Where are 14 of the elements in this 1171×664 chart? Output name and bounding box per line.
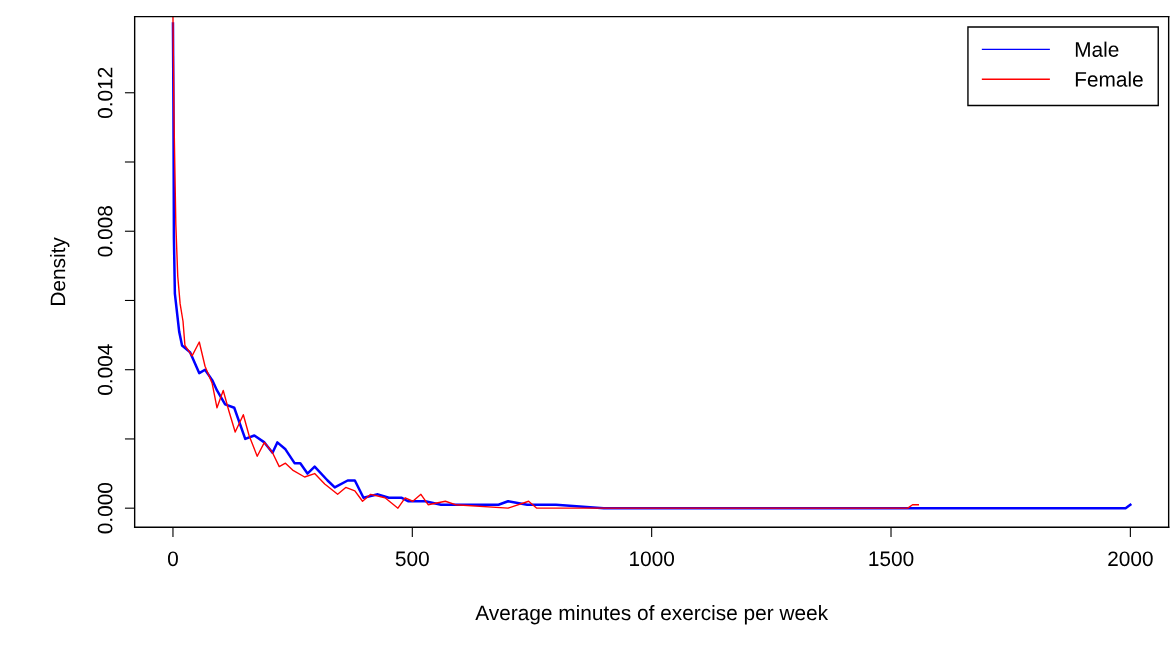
y-axis-title: Density — [49, 237, 70, 305]
y-tick-label: 0.012 — [97, 67, 113, 119]
y-tick-label: 0.000 — [97, 482, 113, 534]
x-tick-label: 1000 — [630, 551, 675, 567]
x-axis-title: Average minutes of exercise per week — [475, 604, 829, 625]
x-tick-label: 2000 — [1108, 551, 1153, 567]
legend-label: Female — [1075, 71, 1143, 87]
x-tick-label: 500 — [395, 551, 429, 567]
legend-label: Male — [1075, 41, 1119, 57]
x-tick-label: 0 — [167, 551, 178, 567]
y-tick-label: 0.008 — [97, 206, 113, 257]
x-tick-label: 1500 — [869, 551, 914, 567]
line-series — [172, 16, 919, 509]
y-tick-label: 0.004 — [97, 344, 113, 395]
